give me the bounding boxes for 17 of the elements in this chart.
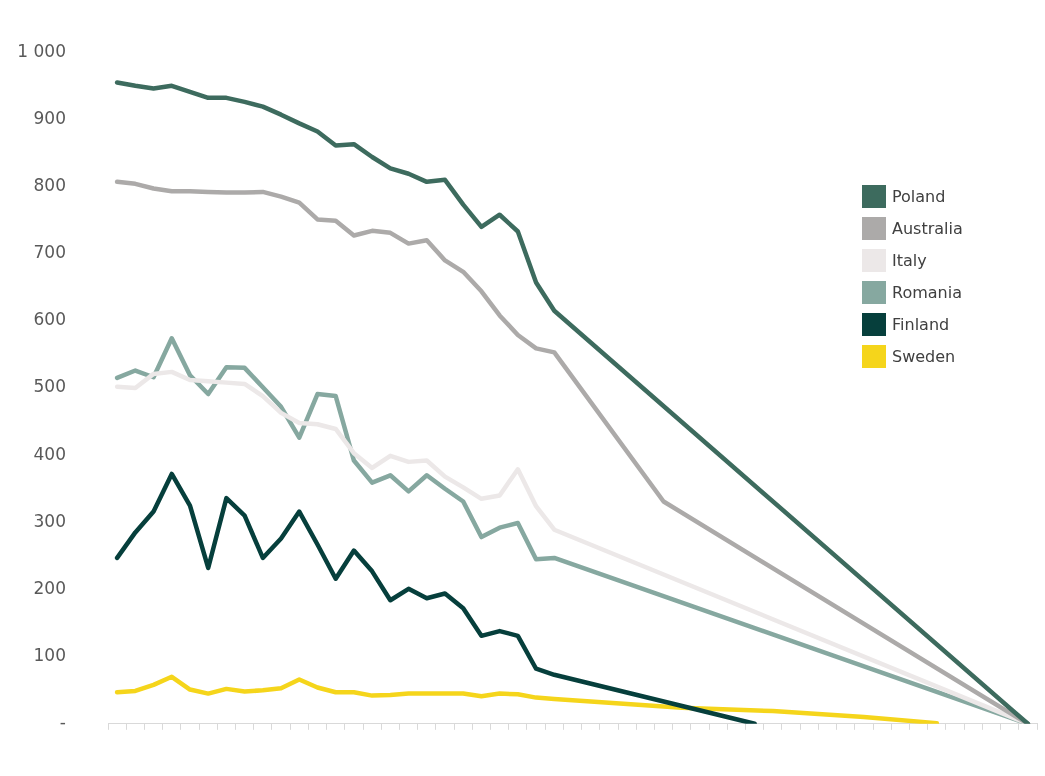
y-tick-label: 500 — [33, 376, 66, 397]
legend-label: Finland — [892, 315, 950, 334]
y-tick-label: 200 — [33, 577, 66, 598]
legend-label: Romania — [892, 283, 962, 302]
legend-label: Italy — [892, 251, 927, 270]
y-tick-label: 700 — [33, 242, 66, 263]
legend-label: Australia — [892, 219, 963, 238]
y-tick-label: 100 — [33, 645, 66, 666]
y-tick-label: 600 — [33, 309, 66, 330]
y-tick-label: - — [59, 712, 66, 733]
legend-label: Sweden — [892, 347, 956, 366]
y-tick-label: 800 — [33, 174, 66, 195]
y-tick-label: 1 000 — [17, 40, 66, 61]
y-tick-label: 400 — [33, 443, 66, 464]
y-tick-label: 300 — [33, 510, 66, 531]
legend-label: Poland — [892, 187, 946, 206]
y-tick-label: 900 — [33, 107, 66, 128]
